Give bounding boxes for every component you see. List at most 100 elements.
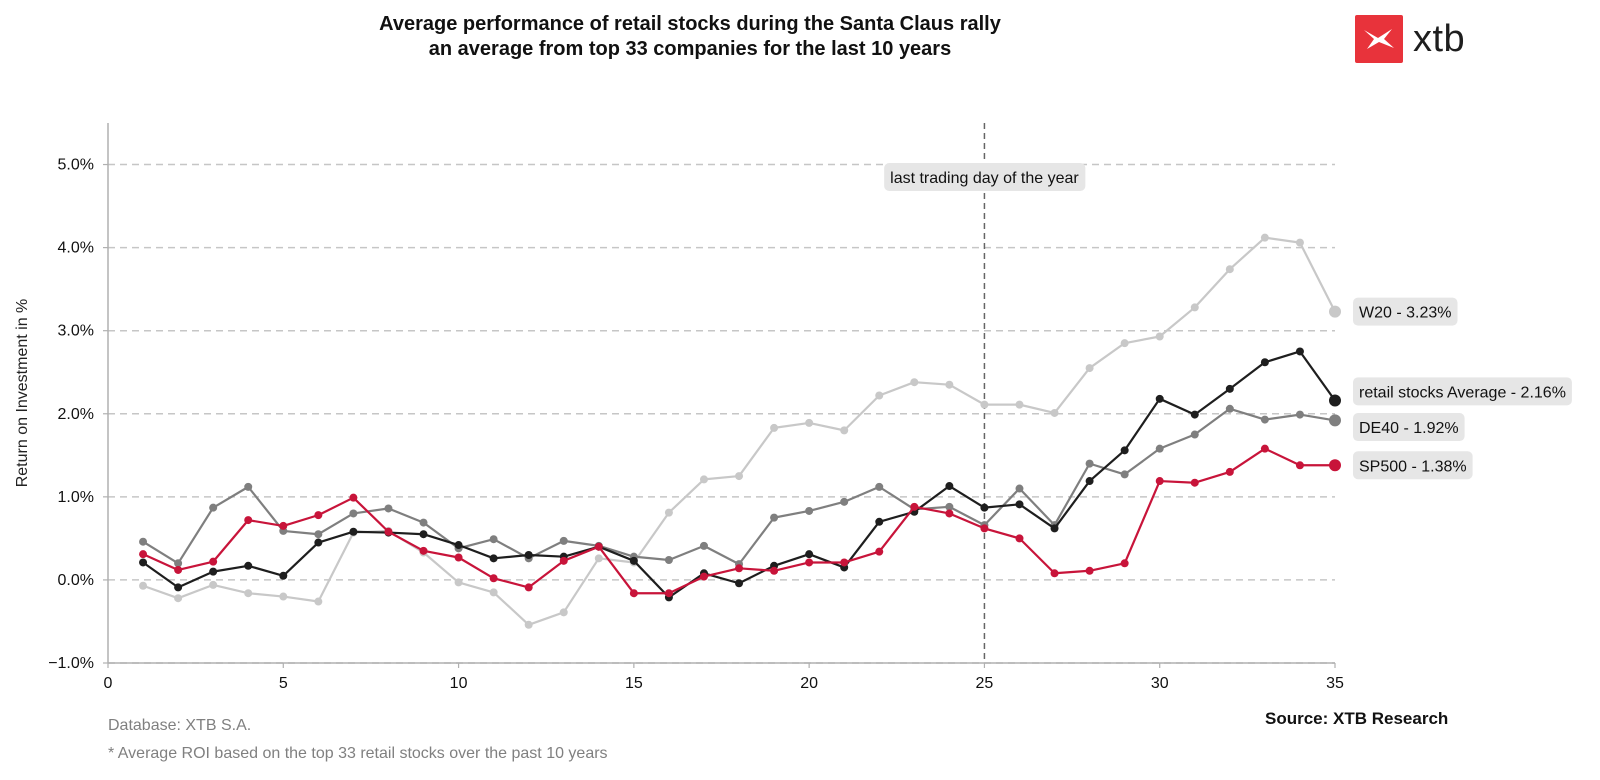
- x-tick-label: 10: [450, 675, 468, 692]
- data-point: [384, 504, 393, 513]
- end-label: DE40 - 1.92%: [1359, 420, 1459, 437]
- data-point: [209, 580, 218, 589]
- footer-source: Source: XTB Research: [1265, 709, 1449, 728]
- data-point: [419, 546, 428, 555]
- data-point: [559, 556, 568, 565]
- data-point: [805, 558, 814, 567]
- end-label: retail stocks Average - 2.16%: [1359, 384, 1566, 401]
- data-point: [524, 551, 533, 559]
- data-point: [945, 502, 954, 511]
- data-point: [1085, 459, 1094, 468]
- data-point: [419, 518, 428, 527]
- data-point: [1015, 500, 1024, 509]
- data-point: [1085, 477, 1094, 486]
- data-point: [594, 554, 603, 563]
- data-point: [489, 574, 498, 583]
- y-axis-title: Return on Investment in %: [14, 299, 31, 488]
- data-point: [1260, 233, 1269, 242]
- data-point: [945, 482, 954, 491]
- data-point: [699, 541, 708, 550]
- series-w20: [139, 233, 1341, 629]
- y-tick-label: 5.0%: [58, 157, 94, 174]
- data-point: [559, 536, 568, 545]
- series-sp500: [139, 444, 1341, 598]
- data-point: [1155, 477, 1164, 486]
- vline-label-box: [884, 163, 1086, 191]
- brand-logo: xtb: [1355, 15, 1465, 63]
- data-point: [1190, 410, 1199, 419]
- data-point: [910, 502, 919, 511]
- y-tick-label: 4.0%: [58, 240, 94, 257]
- data-point: [1225, 404, 1234, 413]
- data-point: [174, 565, 183, 574]
- data-point: [454, 541, 463, 550]
- data-point: [699, 475, 708, 484]
- data-point: [1329, 394, 1341, 407]
- y-tick-label: 0.0%: [58, 572, 94, 589]
- data-point: [559, 608, 568, 617]
- data-point: [279, 521, 288, 530]
- data-point: [1050, 569, 1059, 578]
- data-point: [875, 391, 884, 400]
- data-point: [735, 472, 744, 481]
- data-point: [1190, 430, 1199, 439]
- end-label-box: [1353, 451, 1473, 480]
- vline-label: last trading day of the year: [890, 170, 1079, 187]
- x-tick-label: 5: [279, 675, 288, 692]
- chart-title: Average performance of retail stocks dur…: [260, 12, 1120, 62]
- footer-database: Database: XTB S.A.: [108, 717, 252, 734]
- data-point: [840, 497, 849, 506]
- data-point: [174, 594, 183, 603]
- data-point: [489, 535, 498, 544]
- data-point: [805, 550, 814, 559]
- data-point: [1260, 415, 1269, 424]
- data-point: [384, 527, 393, 536]
- data-point: [1050, 524, 1059, 533]
- data-point: [1190, 478, 1199, 487]
- x-tick-label: 0: [104, 675, 113, 692]
- data-point: [770, 566, 779, 575]
- data-point: [594, 542, 603, 551]
- y-tick-label: 1.0%: [58, 489, 94, 506]
- x-tick-label: 20: [800, 675, 818, 692]
- data-point: [735, 564, 744, 573]
- data-point: [910, 378, 919, 387]
- xtb-logo-icon: [1355, 15, 1403, 63]
- data-point: [629, 556, 638, 565]
- data-point: [945, 380, 954, 389]
- data-point: [1015, 400, 1024, 409]
- data-point: [735, 579, 744, 588]
- data-point: [1190, 303, 1199, 312]
- data-point: [1085, 566, 1094, 575]
- data-point: [875, 547, 884, 556]
- data-point: [244, 516, 253, 525]
- data-point: [1329, 459, 1341, 472]
- data-point: [1225, 384, 1234, 393]
- data-point: [1295, 238, 1304, 247]
- x-tick-label: 35: [1326, 675, 1344, 692]
- data-point: [945, 509, 954, 518]
- logo-text: xtb: [1413, 18, 1466, 60]
- data-point: [139, 537, 148, 546]
- data-point: [875, 517, 884, 526]
- data-point: [174, 559, 183, 568]
- data-point: [524, 583, 533, 592]
- data-point: [1329, 414, 1341, 427]
- data-point: [980, 503, 989, 512]
- data-point: [244, 589, 253, 598]
- data-point: [349, 527, 358, 536]
- footer-note: * Average ROI based on the top 33 retail…: [108, 745, 608, 762]
- data-point: [1155, 444, 1164, 453]
- y-tick-label: −1.0%: [48, 655, 94, 672]
- chart-title-line2: an average from top 33 companies for the…: [428, 38, 952, 60]
- data-point: [770, 513, 779, 522]
- data-point: [349, 509, 358, 518]
- end-label-box: [1353, 377, 1572, 406]
- data-point: [1120, 559, 1129, 568]
- data-point: [314, 530, 323, 539]
- x-tick-label: 30: [1151, 675, 1169, 692]
- x-tick-label: 15: [625, 675, 643, 692]
- data-point: [139, 581, 148, 590]
- data-point: [664, 508, 673, 517]
